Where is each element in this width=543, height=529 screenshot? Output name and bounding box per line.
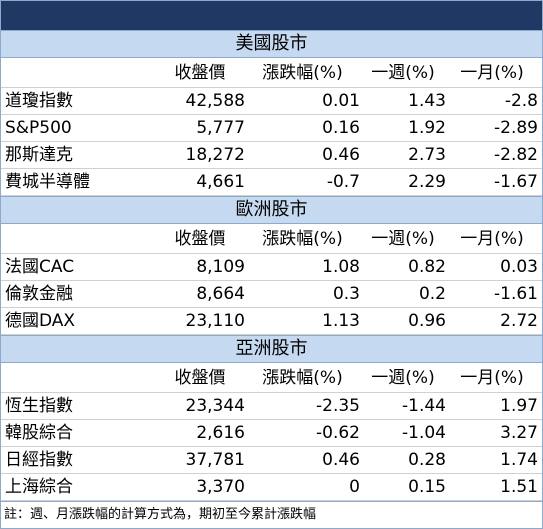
row-line: [0, 446, 543, 447]
column-header: 漲跌幅(%): [262, 368, 343, 388]
row-value: 2,616: [196, 423, 245, 443]
row-line: [0, 141, 543, 142]
row-value: 4,661: [196, 172, 245, 192]
section-header-bg: [0, 30, 543, 58]
row-value: 0.2: [418, 284, 446, 304]
row-line: [0, 473, 543, 474]
row-line: [0, 307, 543, 308]
column-header: 一月(%): [460, 229, 524, 249]
row-value: 0.16: [322, 118, 360, 138]
row-value: 0.03: [500, 257, 538, 277]
row-value: 37,781: [185, 450, 245, 470]
column-header: 一週(%): [371, 63, 435, 83]
column-header: 一月(%): [460, 368, 524, 388]
row-name: 那斯達克: [5, 145, 73, 165]
row-value: -1.67: [494, 172, 538, 192]
row-value: 8,664: [196, 284, 245, 304]
row-value: 0.82: [408, 257, 446, 277]
row-line: [0, 87, 543, 88]
row-name: 上海綜合: [5, 477, 73, 497]
section-header-bg: [0, 196, 543, 224]
row-value: -2.82: [494, 145, 538, 165]
row-line: [0, 195, 543, 196]
row-value: 23,110: [185, 311, 245, 331]
row-name: 倫敦金融: [5, 284, 73, 304]
note: 註：週、月漲跌幅的計算方式為，期初至今累計漲跌幅: [4, 507, 317, 522]
column-header: 收盤價: [174, 368, 226, 388]
row-value: -1.61: [494, 284, 538, 304]
row-value: 0.46: [322, 145, 360, 165]
row-value: -1.44: [402, 396, 446, 416]
row-line: [0, 419, 543, 420]
row-value: 0.96: [408, 311, 446, 331]
row-value: 2.73: [408, 145, 446, 165]
row-value: 5,777: [196, 118, 245, 138]
row-name: 法國CAC: [5, 257, 75, 277]
row-line: [0, 392, 543, 393]
row-line: [0, 334, 543, 335]
row-value: 1.13: [322, 311, 360, 331]
row-value: 0.28: [408, 450, 446, 470]
row-value: -1.04: [402, 423, 446, 443]
section-header-bg: [0, 335, 543, 363]
row-value: 0.3: [332, 284, 360, 304]
row-value: -2.89: [494, 118, 538, 138]
row-line: [0, 280, 543, 281]
row-value: 1.74: [500, 450, 538, 470]
column-header: 收盤價: [174, 63, 226, 83]
row-name: 費城半導體: [5, 172, 90, 192]
row-name: 日經指數: [5, 450, 73, 470]
row-value: 0: [349, 477, 360, 497]
top-bar: [0, 0, 543, 30]
row-value: 3.27: [500, 423, 538, 443]
row-value: 0.15: [408, 477, 446, 497]
row-line: [0, 168, 543, 169]
row-value: -0.62: [316, 423, 360, 443]
row-name: 韓股綜合: [5, 423, 73, 443]
column-header: 一月(%): [460, 63, 524, 83]
row-line: [0, 253, 543, 254]
section-title: 亞洲股市: [235, 338, 308, 359]
row-value: 2.72: [500, 311, 538, 331]
row-value: 3,370: [196, 477, 245, 497]
row-name: 恆生指數: [5, 396, 73, 416]
column-header: 一週(%): [371, 229, 435, 249]
column-header: 漲跌幅(%): [262, 229, 343, 249]
row-value: 42,588: [185, 91, 245, 111]
column-header: 一週(%): [371, 368, 435, 388]
row-value: -2.35: [316, 396, 360, 416]
column-header: 漲跌幅(%): [262, 63, 343, 83]
row-value: 1.51: [500, 477, 538, 497]
row-value: 1.92: [408, 118, 446, 138]
row-name: 德國DAX: [5, 311, 76, 331]
column-header: 收盤價: [174, 229, 226, 249]
section-title: 歐洲股市: [235, 199, 308, 220]
row-value: 8,109: [196, 257, 245, 277]
row-value: 18,272: [185, 145, 245, 165]
row-line: [0, 500, 543, 501]
row-value: 23,344: [185, 396, 245, 416]
note-line: [0, 501, 543, 502]
row-value: 2.29: [408, 172, 446, 192]
row-value: 1.97: [500, 396, 538, 416]
row-value: -0.7: [326, 172, 360, 192]
row-value: 1.08: [322, 257, 360, 277]
row-name: S&P500: [5, 118, 72, 138]
section-title: 美國股市: [235, 33, 308, 54]
row-value: 1.43: [408, 91, 446, 111]
row-value: 0.46: [322, 450, 360, 470]
row-line: [0, 114, 543, 115]
row-value: -2.8: [504, 91, 538, 111]
row-name: 道瓊指數: [5, 91, 73, 111]
row-value: 0.01: [322, 91, 360, 111]
